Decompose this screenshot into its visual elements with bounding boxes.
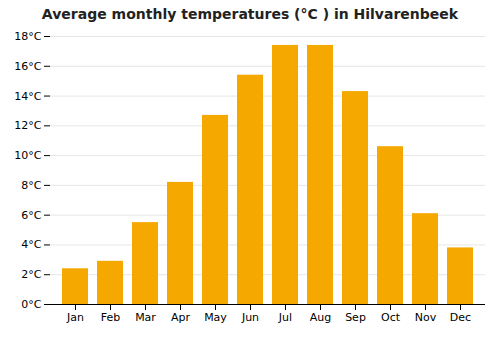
svg-text:2°C: 2°C [21,268,41,281]
svg-text:Jun: Jun [241,311,259,324]
svg-text:Oct: Oct [381,311,401,324]
svg-text:14°C: 14°C [14,90,41,103]
svg-text:10°C: 10°C [14,149,41,162]
svg-text:May: May [204,311,227,324]
svg-text:Nov: Nov [415,311,437,324]
svg-text:12°C: 12°C [14,119,41,132]
html-text:Average monthly temperatures (: Average monthly temperatures (°C ) in Hi… [41,6,459,22]
svg-text:Feb: Feb [101,311,120,324]
svg-text:16°C: 16°C [14,60,41,73]
svg-text:8°C: 8°C [21,179,41,192]
svg-text:18°C: 18°C [14,30,41,43]
svg-text:Sep: Sep [345,311,366,324]
svg-text:Apr: Apr [171,311,191,324]
svg-text:0°C: 0°C [21,298,41,311]
svg-text:4°C: 4°C [21,238,41,251]
svg-text:Mar: Mar [135,311,156,324]
svg-text:Dec: Dec [450,311,471,324]
svg-text:Aug: Aug [310,311,331,324]
svg-text:Jan: Jan [66,311,84,324]
svg-text:Jul: Jul [278,311,292,324]
svg-text:6°C: 6°C [21,209,41,222]
